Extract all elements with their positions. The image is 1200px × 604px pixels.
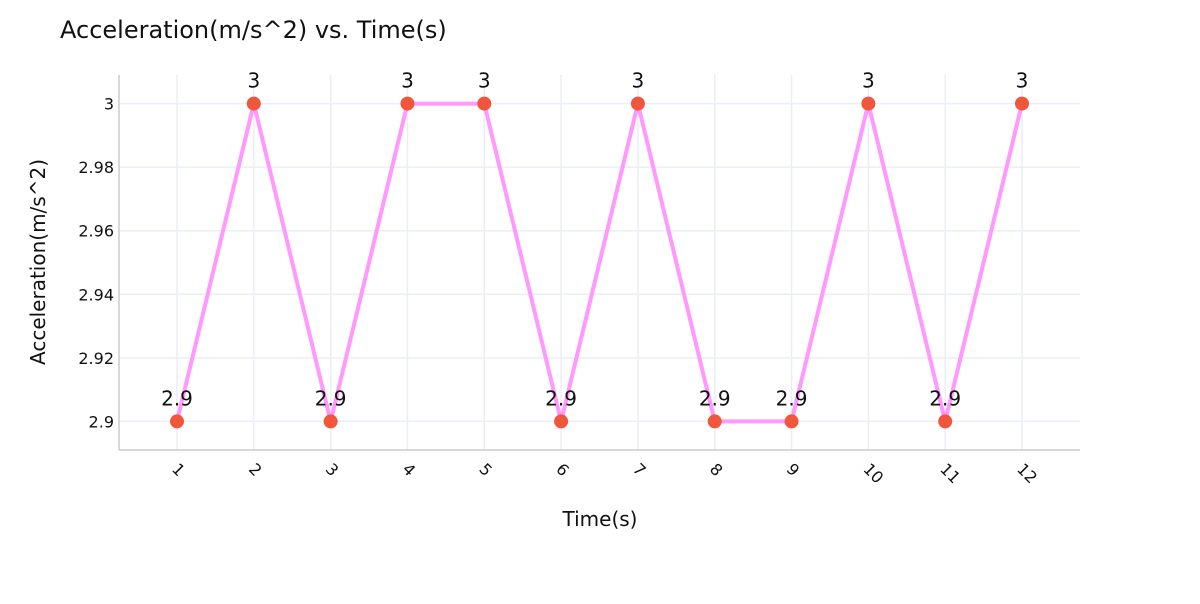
data-point <box>323 414 338 429</box>
data-point <box>477 96 492 111</box>
data-label: 3 <box>247 69 260 93</box>
x-tick-label: 2 <box>245 459 266 480</box>
data-label: 3 <box>632 69 645 93</box>
y-tick-label: 2.96 <box>78 222 114 241</box>
x-tick-label: 7 <box>629 459 650 480</box>
data-label: 2.9 <box>699 386 731 410</box>
data-label: 3 <box>862 69 875 93</box>
data-label: 2.9 <box>315 386 347 410</box>
x-tick-label: 3 <box>322 459 343 480</box>
data-label: 3 <box>401 69 414 93</box>
data-point <box>1015 96 1029 111</box>
series-line <box>175 101 1024 424</box>
data-point <box>554 414 569 429</box>
data-point <box>861 96 876 111</box>
x-tick-label: 9 <box>783 459 804 480</box>
y-tick-label: 2.9 <box>89 412 114 431</box>
y-axis-label: Acceleration(m/s^2) <box>26 159 50 365</box>
data-label: 2.9 <box>776 386 808 410</box>
data-label: 3 <box>478 69 491 93</box>
x-tick-label: 6 <box>552 459 573 480</box>
x-axis-label: Time(s) <box>562 507 638 531</box>
x-tick-label: 5 <box>475 459 496 480</box>
y-tick-label: 2.92 <box>78 349 114 368</box>
data-point <box>784 414 799 429</box>
data-point <box>630 96 645 111</box>
data-point <box>707 414 722 429</box>
data-label: 3 <box>1016 69 1029 93</box>
data-label: 2.9 <box>545 386 577 410</box>
x-tick-label: 4 <box>399 459 420 480</box>
x-tick-label: 8 <box>706 459 727 480</box>
data-label: 2.9 <box>161 386 193 410</box>
data-label: 2.9 <box>929 386 961 410</box>
y-tick-label: 2.94 <box>78 285 114 304</box>
chart-title: Acceleration(m/s^2) vs. Time(s) <box>60 16 447 44</box>
x-tick-label: 1 <box>168 459 189 480</box>
x-tick-label: 12 <box>1013 459 1041 487</box>
data-point <box>246 96 261 111</box>
data-point <box>938 414 953 429</box>
y-tick-label: 3 <box>104 95 114 114</box>
x-tick-label: 11 <box>936 459 964 487</box>
x-tick-label: 10 <box>860 459 888 487</box>
y-tick-label: 2.98 <box>78 158 114 177</box>
data-point <box>170 414 184 429</box>
data-point <box>400 96 415 111</box>
